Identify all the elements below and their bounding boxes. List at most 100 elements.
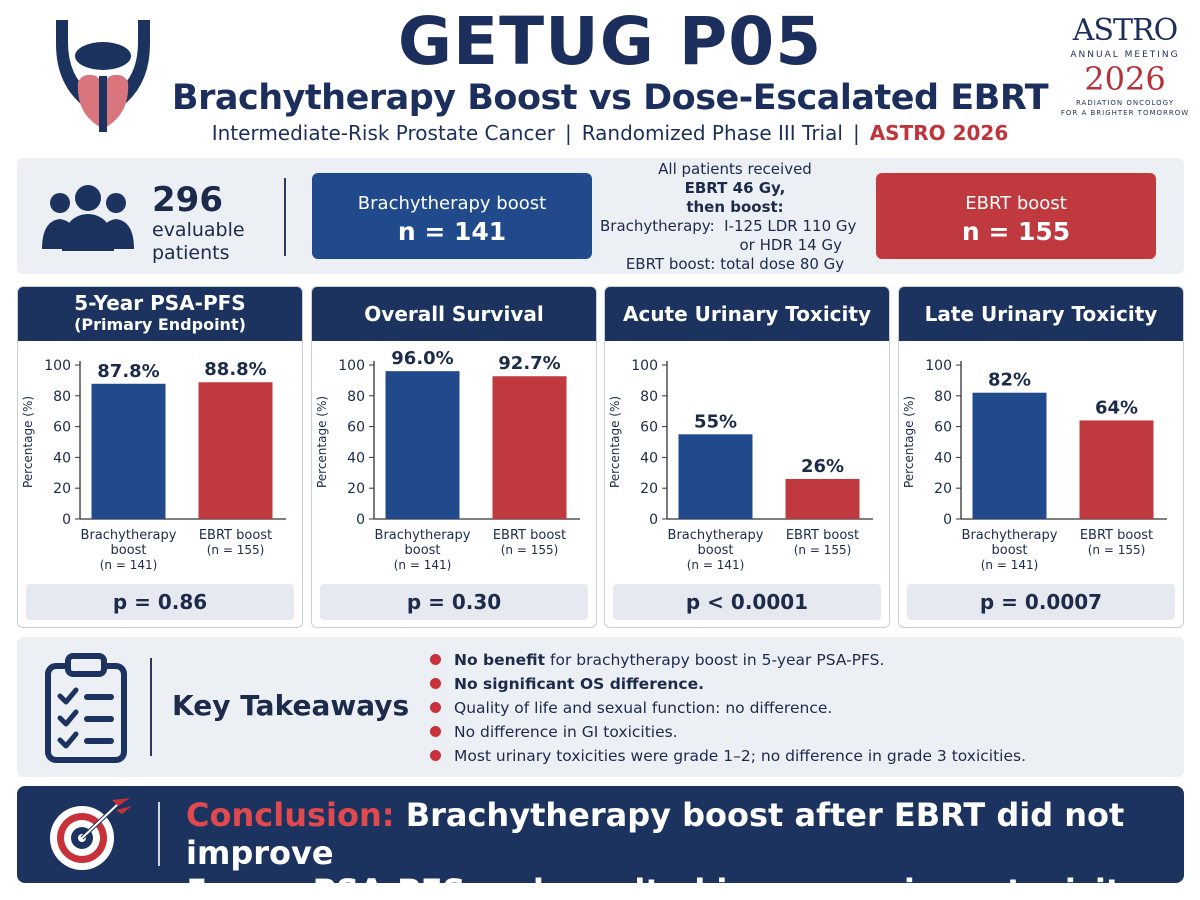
data-label: 96.0% (391, 348, 453, 369)
y-tick-label: 60 (640, 420, 658, 436)
divider (150, 658, 152, 756)
list-item-emphasis: No significant OS difference. (454, 675, 704, 693)
x-tick-label: (n = 141) (981, 558, 1039, 572)
x-tick-label: Brachytherapy (668, 528, 764, 543)
list-item: Most urinary toxicities were grade 1–2; … (428, 744, 1168, 768)
y-tick-label: 80 (640, 389, 658, 405)
list-item-emphasis: No benefit (454, 651, 546, 669)
list-item: Quality of life and sexual function: no … (428, 696, 1168, 720)
panel-acute-urinary-toxicity: Acute Urinary Toxicity Percentage (%) 0 20… (604, 286, 890, 628)
tagline-separator: | (564, 121, 572, 145)
prostate-anatomy-icon (56, 20, 150, 132)
patient-count-label: evaluable patients (152, 219, 245, 264)
protocol-line: EBRT boost: total dose 80 Gy (625, 255, 845, 273)
protocol-description: All patients received EBRT 46 Gy, then b… (600, 160, 870, 274)
x-tick-label: Brachytherapy (962, 528, 1058, 543)
y-tick-label: 40 (640, 450, 658, 466)
y-axis-label: Percentage (%) (315, 396, 329, 488)
astro-logo-annual-meeting: ANNUAL MEETING (1070, 50, 1180, 60)
bar (972, 392, 1047, 519)
tagline-separator: | (852, 121, 860, 145)
y-tick-label: 20 (934, 481, 952, 497)
x-tick-label: EBRT boost (786, 528, 859, 543)
conclusion-line-2: 5-year PSA-PFS and resulted in more urin… (186, 872, 1152, 900)
x-tick-label: EBRT boost (1080, 528, 1153, 543)
x-tick-label: boost (991, 543, 1027, 558)
x-tick-label: boost (697, 543, 733, 558)
bar (91, 383, 166, 519)
y-tick-label: 100 (925, 358, 952, 374)
panel-title: Late Urinary Toxicity (899, 287, 1183, 341)
bar-chart-late-urinary-toxicity: Percentage (%) 0 20 40 60 80 100 82% Brachythera… (902, 358, 1167, 572)
list-item-text: Quality of life and sexual function: no … (454, 699, 833, 717)
p-value: p = 0.0007 (907, 584, 1175, 620)
panel-overall-survival: Overall Survival Percentage (%) 0 20 40 60 80… (311, 286, 597, 628)
tagline-disease: Intermediate-Risk Prostate Cancer (211, 121, 555, 145)
data-label: 64% (1095, 397, 1138, 418)
x-tick-label: (n = 141) (100, 558, 158, 572)
y-tick-label: 20 (347, 481, 365, 497)
tagline: Intermediate-Risk Prostate Cancer | Random… (150, 118, 1070, 148)
conclusion-text: Conclusion: Brachytherapy boost after EB… (186, 796, 1176, 900)
bar (492, 376, 567, 519)
data-label: 55% (694, 411, 737, 432)
y-axis-label: Percentage (%) (608, 396, 622, 488)
people-group-icon (42, 185, 134, 251)
y-axis-label: Percentage (%) (21, 396, 35, 488)
data-label: 82% (988, 370, 1031, 391)
y-tick-label: 0 (943, 512, 952, 528)
tagline-meeting: ASTRO 2026 (869, 121, 1009, 145)
y-tick-label: 60 (347, 420, 365, 436)
protocol-line: then boost: (686, 198, 784, 216)
y-tick-label: 20 (53, 481, 71, 497)
list-item-text: for brachytherapy boost in 5-year PSA-PF… (545, 651, 885, 669)
x-tick-label: Brachytherapy (375, 528, 471, 543)
x-tick-label: boost (110, 543, 146, 558)
astro-logo-tagline-1: RADIATION ONCOLOGY (1075, 99, 1175, 107)
x-tick-label: (n = 155) (207, 543, 265, 557)
y-tick-label: 60 (934, 420, 952, 436)
astro-logo-year: 2026 (1084, 60, 1166, 98)
y-tick-label: 0 (356, 512, 365, 528)
target-arrow-icon (50, 798, 132, 870)
protocol-line: EBRT 46 Gy, (684, 179, 786, 197)
clipboard-checklist-icon (45, 653, 127, 763)
data-label: 87.8% (97, 361, 159, 382)
brachytherapy-arm-label: Brachytherapy boost (357, 193, 547, 214)
data-label: 92.7% (498, 353, 560, 374)
bar-chart-overall-survival: Percentage (%) 0 20 40 60 80 100 96.0% Brachythe… (315, 348, 580, 572)
divider (158, 802, 160, 866)
x-tick-label: Brachytherapy (81, 528, 177, 543)
y-tick-label: 60 (53, 420, 71, 436)
x-tick-label: EBRT boost (199, 528, 272, 543)
brachytherapy-arm-box: Brachytherapy boost n = 141 (312, 173, 592, 259)
y-tick-label: 20 (640, 481, 658, 497)
p-value: p < 0.0001 (613, 584, 881, 620)
conclusion-label: Conclusion: (186, 796, 395, 834)
p-value: p = 0.86 (26, 584, 294, 620)
bar (198, 382, 273, 519)
protocol-line: Brachytherapy: I-125 LDR 110 Gy (600, 217, 857, 235)
brachytherapy-arm-n: n = 141 (397, 217, 507, 246)
ebrt-arm-label: EBRT boost (965, 193, 1067, 214)
x-tick-label: (n = 155) (794, 543, 852, 557)
x-tick-label: (n = 141) (394, 558, 452, 572)
y-tick-label: 0 (649, 512, 658, 528)
y-axis-label: Percentage (%) (902, 396, 916, 488)
tagline-design: Randomized Phase III Trial (581, 121, 843, 145)
x-tick-label: boost (404, 543, 440, 558)
list-item-text: No difference in GI toxicities. (454, 723, 678, 741)
list-item: No difference in GI toxicities. (428, 720, 1168, 744)
patient-count: 296 (152, 180, 223, 220)
divider (284, 178, 286, 256)
astro-logo-tagline-2: FOR A BRIGHTER TOMORROW (1060, 109, 1190, 117)
list-item: No significant OS difference. (428, 672, 1168, 696)
x-tick-label: (n = 155) (501, 543, 559, 557)
conclusion-line-1: Brachytherapy boost after EBRT did not i… (186, 796, 1125, 872)
y-tick-label: 0 (62, 512, 71, 528)
y-tick-label: 40 (53, 450, 71, 466)
list-item-text: Most urinary toxicities were grade 1–2; … (454, 747, 1027, 765)
panel-header: 5-Year PSA-PFS (Primary Endpoint) (18, 287, 302, 341)
panel-title: Overall Survival (312, 287, 596, 341)
data-label: 88.8% (204, 359, 266, 380)
